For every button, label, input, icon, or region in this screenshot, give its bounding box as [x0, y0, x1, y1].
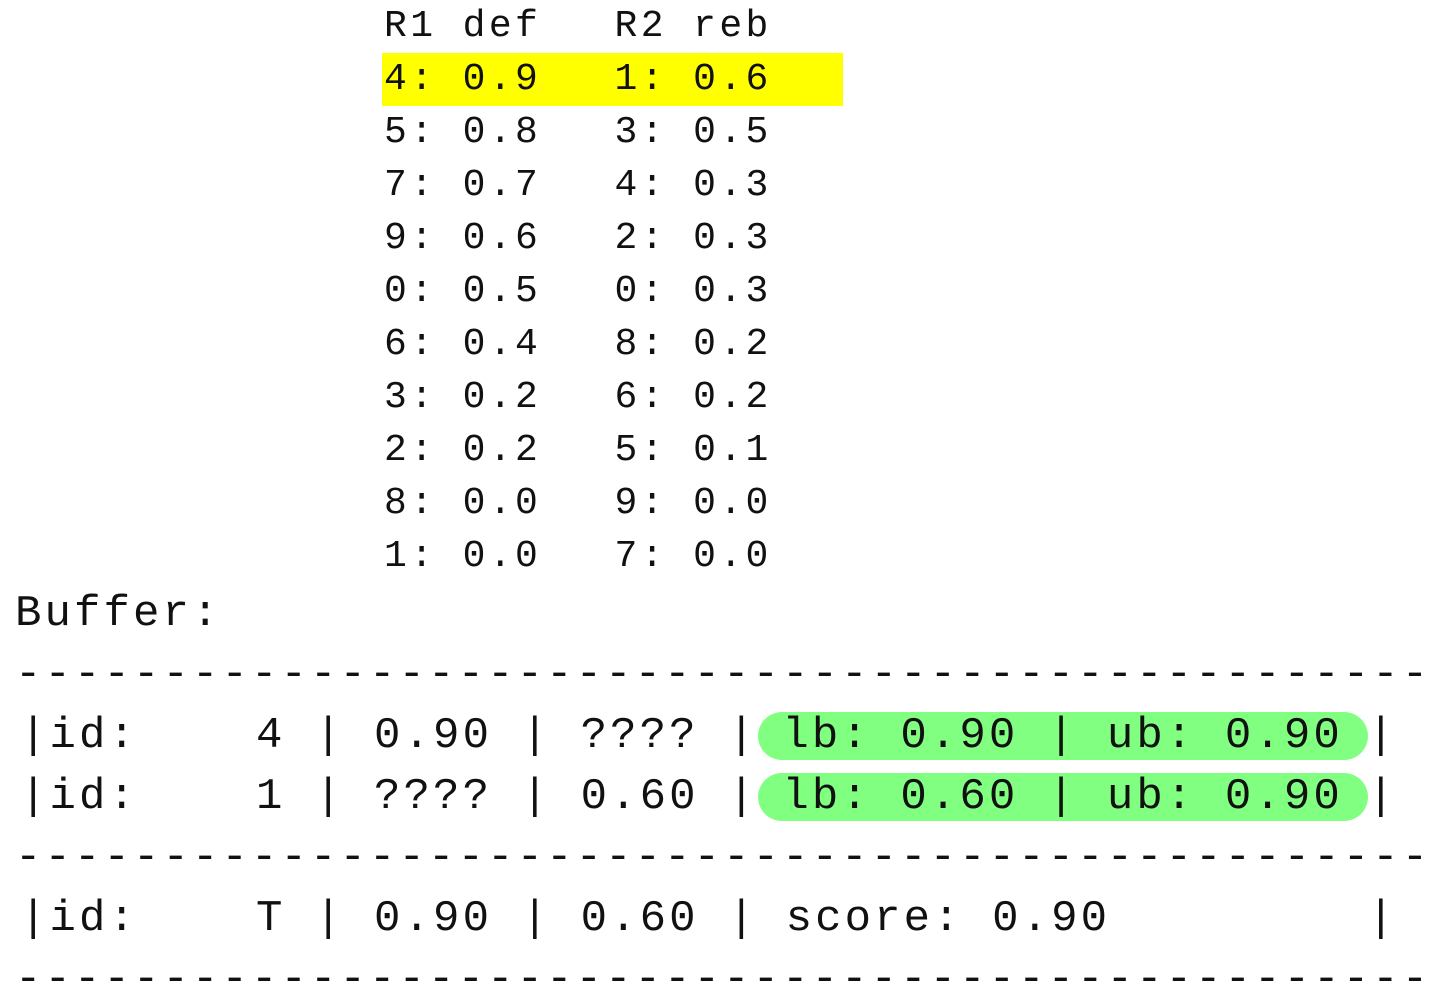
threshold-row: |id: T | 0.90 | 0.60 | score: 0.90 |: [15, 889, 1431, 950]
list-entry: 3: 0.5: [614, 111, 772, 154]
list-entry: 2: 0.3: [614, 217, 772, 260]
list-entry: 5: 0.8: [384, 111, 542, 154]
list-row: 6: 0.4 8: 0.2: [382, 318, 843, 371]
list-row: 1: 0.0 7: 0.0: [382, 530, 843, 583]
buffer-cells: |id: 1 | ???? | 0.60 |: [20, 772, 758, 822]
list-entry: 9: 0.6: [384, 217, 542, 260]
list-header: R1 def: [384, 5, 542, 48]
row-end: |: [1367, 894, 1398, 944]
separator: ----------------------------------------…: [15, 650, 1432, 700]
list-row: 5: 0.8 3: 0.5: [382, 106, 843, 159]
list-entry: 4: 0.3: [614, 164, 772, 207]
threshold-cells: |id: T | 0.90 | 0.60 |: [20, 894, 758, 944]
buffer-label: Buffer:: [15, 589, 222, 639]
list-entry: 8: 0.2: [614, 323, 772, 366]
list-entry: 7: 0.0: [614, 535, 772, 578]
list-row: 3: 0.2 6: 0.2: [382, 371, 843, 424]
list-entry: 0: 0.5: [384, 270, 542, 313]
list-entry: 1: 0.0: [384, 535, 542, 578]
list-entry: 4: 0.9: [384, 58, 542, 101]
buffer-cells: |id: 4 | 0.90 | ???? |: [20, 711, 758, 761]
separator: ----------------------------------------…: [15, 833, 1432, 883]
list-row: 4: 0.9 1: 0.6: [382, 53, 843, 106]
list-row: 0: 0.5 0: 0.3: [382, 265, 843, 318]
buffer-row: |id: 1 | ???? | 0.60 | lb: 0.60 | ub: 0.9…: [15, 767, 1431, 828]
buffer-row: |id: 4 | 0.90 | ???? | lb: 0.90 | ub: 0.9…: [15, 706, 1431, 767]
bounds: lb: 0.60 | ub: 0.90: [757, 773, 1368, 821]
list-entry: 6: 0.4: [384, 323, 542, 366]
list-entry: 0: 0.3: [614, 270, 772, 313]
list-entry: 5: 0.1: [614, 429, 772, 472]
bounds: lb: 0.90 | ub: 0.90: [757, 712, 1368, 760]
list-entry: 6: 0.2: [614, 376, 772, 419]
list-entry: 8: 0.0: [384, 482, 542, 525]
list-row: 7: 0.7 4: 0.3: [382, 159, 843, 212]
ranked-lists: R1 def R2 reb 4: 0.9 1: 0.6 5: 0.8 3: 0.5 7: 0…: [382, 0, 843, 583]
list-row: 9: 0.6 2: 0.3: [382, 212, 843, 265]
list-header: R2 reb: [614, 5, 772, 48]
row-end: |: [1367, 711, 1398, 761]
list-entry: 9: 0.0: [614, 482, 772, 525]
list-row: 8: 0.0 9: 0.0: [382, 477, 843, 530]
row-end: |: [1367, 772, 1398, 822]
list-entry: 7: 0.7: [384, 164, 542, 207]
separator: ----------------------------------------…: [15, 955, 1432, 1000]
list-entry: 3: 0.2: [384, 376, 542, 419]
buffer: Buffer: ---------------------------------…: [15, 584, 1431, 1000]
list-entry: 1: 0.6: [614, 58, 772, 101]
list-entry: 2: 0.2: [384, 429, 542, 472]
list-header-row: R1 def R2 reb: [382, 0, 843, 53]
score: score: 0.90: [785, 894, 1111, 944]
list-row: 2: 0.2 5: 0.1: [382, 424, 843, 477]
